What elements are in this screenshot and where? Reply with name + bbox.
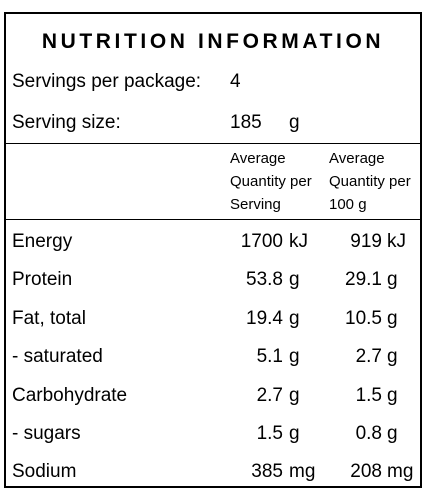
per-serving-unit: mg: [289, 461, 316, 482]
nutrient-row-energy: Energy 1700 kJ 919 kJ: [6, 224, 420, 262]
serving-size-value: 185: [230, 112, 262, 133]
per-100g-value: 10.5: [345, 308, 382, 329]
per-serving-value: 19.4: [246, 308, 283, 329]
nutrient-name: Sodium: [12, 461, 77, 482]
divider: [6, 143, 420, 144]
per-100g-unit: g: [387, 308, 398, 329]
column-header-per-serving: Average Quantity per Serving: [230, 147, 312, 216]
column-header-line: Quantity per: [230, 173, 312, 190]
column-header-line: Quantity per: [329, 173, 411, 190]
panel-title: NUTRITION INFORMATION: [41, 30, 385, 53]
nutrient-name: Energy: [12, 231, 73, 252]
per-serving-unit: g: [289, 346, 300, 367]
per-serving-value: 1700: [240, 231, 283, 252]
column-header-line: Average: [230, 150, 286, 167]
column-header-line: 100 g: [329, 196, 367, 213]
column-header-line: Average: [329, 150, 385, 167]
per-serving-value: 5.1: [256, 346, 283, 367]
nutrient-row-fat-total: Fat, total 19.4 g 10.5 g: [6, 301, 420, 339]
per-100g-unit: mg: [387, 461, 414, 482]
nutrient-row-carbohydrate: Carbohydrate 2.7 g 1.5 g: [6, 378, 420, 416]
per-serving-unit: g: [289, 269, 300, 290]
nutrient-name: Protein: [12, 269, 73, 290]
nutrition-panel: NUTRITION INFORMATION Servings per packa…: [4, 12, 422, 488]
nutrient-name: Fat, total: [12, 308, 86, 329]
nutrient-name: - saturated: [12, 346, 103, 367]
per-100g-unit: g: [387, 269, 398, 290]
nutrient-row-saturated: - saturated 5.1 g 2.7 g: [6, 339, 420, 377]
per-serving-value: 53.8: [246, 269, 283, 290]
divider: [6, 219, 420, 220]
per-100g-value: 919: [350, 231, 382, 252]
nutrient-row-protein: Protein 53.8 g 29.1 g: [6, 262, 420, 300]
per-serving-unit: g: [289, 308, 300, 329]
per-100g-value: 1.5: [355, 385, 382, 406]
nutrient-name: - sugars: [12, 423, 81, 444]
per-serving-value: 2.7: [256, 385, 283, 406]
serving-size-unit: g: [289, 112, 300, 133]
nutrient-name: Carbohydrate: [12, 385, 128, 406]
nutrient-row-sugars: - sugars 1.5 g 0.8 g: [6, 416, 420, 454]
per-100g-value: 2.7: [355, 346, 382, 367]
per-serving-value: 385: [251, 461, 283, 482]
per-100g-value: 208: [350, 461, 382, 482]
nutrient-row-sodium: Sodium 385 mg 208 mg: [6, 454, 420, 492]
per-100g-unit: g: [387, 385, 398, 406]
per-serving-unit: g: [289, 423, 300, 444]
per-100g-value: 29.1: [345, 269, 382, 290]
per-100g-value: 0.8: [355, 423, 382, 444]
servings-label: Servings per package:: [12, 71, 202, 92]
per-serving-unit: g: [289, 385, 300, 406]
per-100g-unit: g: [387, 346, 398, 367]
per-100g-unit: kJ: [387, 231, 406, 252]
per-serving-unit: kJ: [289, 231, 308, 252]
serving-size-label: Serving size:: [12, 112, 121, 133]
per-100g-unit: g: [387, 423, 398, 444]
per-serving-value: 1.5: [256, 423, 283, 444]
column-header-line: Serving: [230, 196, 281, 213]
servings-value: 4: [230, 71, 241, 92]
column-header-per-100g: Average Quantity per 100 g: [329, 147, 411, 216]
